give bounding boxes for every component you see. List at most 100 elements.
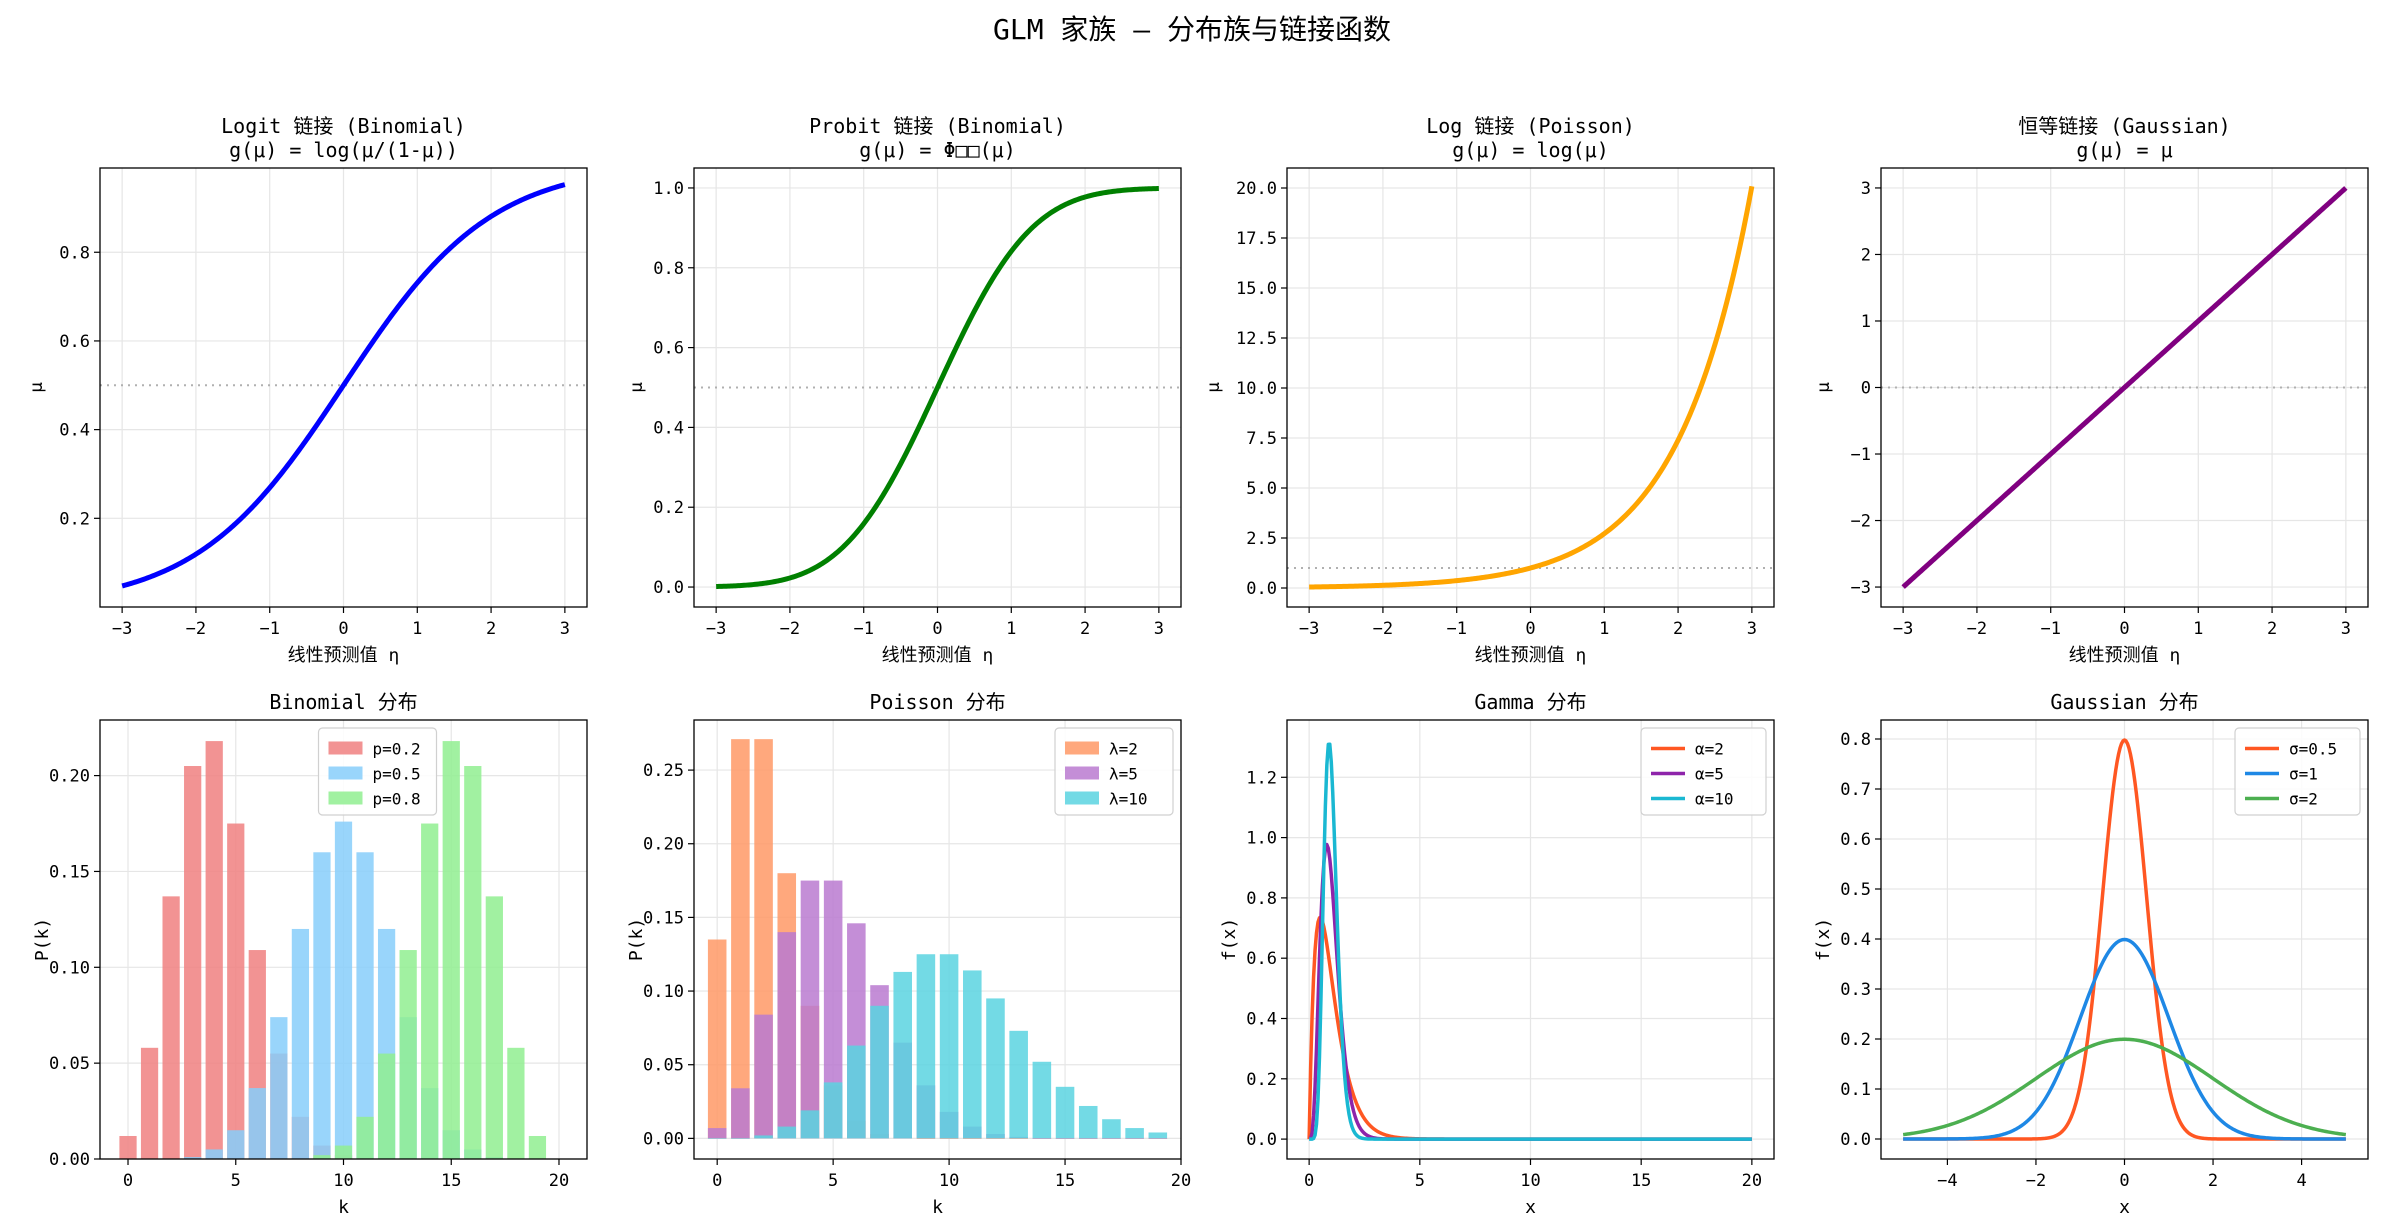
y-tick-label: 0.2	[1840, 1030, 1871, 1050]
x-axis-label: x	[2119, 1197, 2130, 1218]
y-tick-label: 0.20	[643, 835, 684, 855]
x-tick-label: 0	[338, 619, 348, 639]
legend-label: λ=5	[1109, 765, 1138, 784]
x-axis-label: x	[1525, 1197, 1536, 1218]
y-tick-label: 0.6	[59, 332, 90, 352]
y-tick-label: 0.6	[1840, 830, 1871, 850]
legend-label: α=10	[1695, 790, 1734, 809]
y-tick-label: 0.00	[643, 1129, 684, 1149]
bar-λ=10-k17	[1102, 1119, 1121, 1139]
bar-λ=2-k1	[731, 739, 750, 1139]
legend-label: α=5	[1695, 765, 1724, 784]
bar-λ=10-k14	[1032, 1061, 1052, 1139]
bar-λ=2-k0	[707, 939, 727, 1139]
bar-λ=10-k15	[1055, 1086, 1075, 1139]
x-axis-label: 线性预测值 η	[882, 645, 994, 666]
y-tick-label: 0.4	[59, 421, 90, 441]
subplot-3: −3 −2 −1 0 1 2 3 0.0 2.5 5.0 7.5 10.0 12.5 15.0 17.5 20…	[1203, 114, 1775, 666]
subplot-title: Logit 链接 (Binomial)	[221, 114, 466, 138]
y-tick-label: 0.0	[1246, 1130, 1277, 1150]
subplot-2: −3 −2 −1 0 1 2 3 0.0 0.2 0.4 0.6 0.8 1.0 线性预测值 η μ Prob…	[626, 114, 1182, 666]
plot-area	[694, 185, 1181, 590]
legend-label: α=2	[1695, 740, 1724, 759]
x-tick-label: −4	[1937, 1171, 1957, 1191]
legend-label: σ=1	[2289, 765, 2318, 784]
subplot-title: 恒等链接 (Gaussian)	[2018, 114, 2230, 138]
y-tick-label: 0.4	[1840, 930, 1871, 950]
y-tick-label: 12.5	[1236, 329, 1277, 349]
bar-λ=10-k9	[916, 954, 936, 1139]
y-tick-label: −3	[1851, 578, 1871, 598]
y-tick-label: 10.0	[1236, 379, 1277, 399]
y-tick-label: 0.15	[643, 908, 684, 928]
y-axis-label: f(x)	[1813, 918, 1834, 961]
bar-p=0.2-k0	[119, 1135, 137, 1159]
y-tick-label: 0.8	[59, 243, 90, 263]
y-tick-label: 15.0	[1236, 279, 1277, 299]
x-tick-label: 20	[1171, 1171, 1191, 1191]
y-tick-label: 3	[1861, 179, 1871, 199]
bar-λ=10-k10	[939, 954, 959, 1139]
bar-λ=10-k6	[847, 1045, 866, 1139]
bar-λ=5-k15	[1055, 1138, 1075, 1139]
y-tick-label: 0.6	[653, 339, 684, 359]
x-tick-label: −1	[1446, 619, 1466, 639]
bar-p=0.5-k10	[334, 821, 353, 1159]
x-tick-label: 1	[412, 619, 422, 639]
bar-p=0.5-k8	[291, 928, 310, 1159]
bar-p=0.2-k2	[162, 896, 180, 1159]
series-line-1	[121, 182, 566, 589]
bar-λ=10-k4	[800, 1110, 820, 1139]
x-axis-label: 线性预测值 η	[1475, 645, 1587, 666]
legend-swatch	[1065, 766, 1099, 780]
y-tick-label: 0.25	[643, 761, 684, 781]
bar-λ=2-k13	[1009, 1138, 1028, 1139]
plot-area	[1902, 738, 2347, 1141]
x-tick-label: 2	[2208, 1171, 2218, 1191]
x-tick-label: 1	[1599, 619, 1609, 639]
bar-λ=10-k2	[754, 1135, 773, 1139]
x-tick-label: −1	[259, 619, 279, 639]
subplot-subtitle: g(μ) = log(μ)	[1452, 138, 1609, 162]
y-tick-label: 0.8	[1246, 889, 1277, 909]
y-tick-label: 0.6	[1246, 949, 1277, 969]
subplot-subtitle: g(μ) = log(μ/(1-μ))	[229, 138, 458, 162]
bar-p=0.5-k9	[313, 852, 331, 1159]
bar-p=0.8-k18	[507, 1047, 525, 1159]
y-tick-label: 0.4	[653, 418, 684, 438]
x-tick-label: −2	[1967, 619, 1987, 639]
x-tick-label: −3	[706, 619, 726, 639]
series-line-α=10	[1308, 742, 1753, 1141]
x-axis-label: 线性预测值 η	[288, 645, 400, 666]
bar-λ=5-k14	[1032, 1138, 1052, 1139]
bar-λ=2-k11	[963, 1138, 982, 1139]
legend-swatch	[1065, 791, 1099, 805]
y-axis-label: μ	[1813, 382, 1834, 393]
y-tick-label: 0.05	[49, 1054, 90, 1074]
x-tick-label: 0	[932, 619, 942, 639]
y-tick-label: 1.0	[1246, 829, 1277, 849]
x-tick-label: 0	[712, 1171, 722, 1191]
legend-label: λ=10	[1109, 790, 1148, 809]
x-tick-label: 15	[1631, 1171, 1651, 1191]
x-tick-label: 0	[123, 1171, 133, 1191]
bar-λ=10-k16	[1078, 1105, 1098, 1139]
bar-p=0.5-k3	[184, 1157, 202, 1159]
bar-p=0.8-k12	[377, 1053, 396, 1159]
y-tick-label: 20.0	[1236, 179, 1277, 199]
x-tick-label: 15	[1055, 1171, 1075, 1191]
y-tick-label: 0.4	[1246, 1009, 1277, 1029]
subplot-title: Gaussian 分布	[2050, 690, 2198, 714]
legend-label: p=0.8	[373, 790, 421, 809]
subplot-subtitle: g(μ) = μ	[2076, 138, 2172, 162]
subplot-1: −3 −2 −1 0 1 2 3 0.2 0.4 0.6 0.8 线性预测值 η μ Logit 链接 (…	[26, 114, 588, 666]
y-tick-label: 0.10	[49, 958, 90, 978]
x-tick-label: 0	[1304, 1171, 1314, 1191]
y-tick-label: 0.3	[1840, 980, 1871, 1000]
legend-label: p=0.5	[373, 765, 421, 784]
series-line-1	[1901, 186, 2348, 589]
bar-p=0.8-k16	[464, 766, 482, 1159]
series-line-1	[715, 185, 1160, 590]
bar-p=0.5-k6	[248, 1088, 266, 1159]
